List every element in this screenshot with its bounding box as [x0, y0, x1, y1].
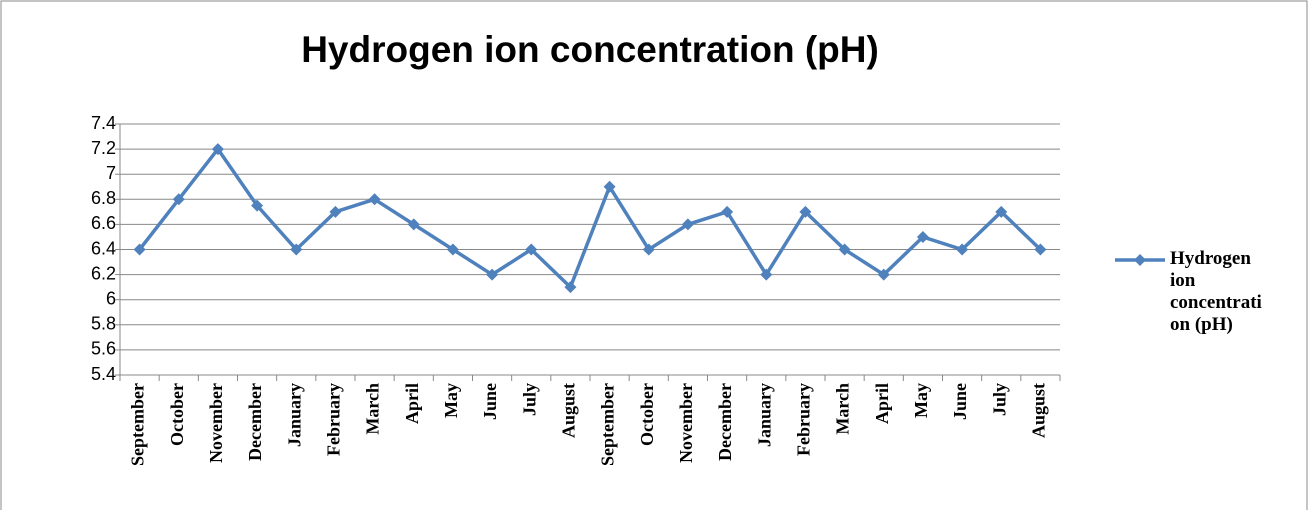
point-marker: [877, 268, 890, 281]
point-marker: [916, 230, 929, 243]
x-tick-label: November: [676, 383, 696, 463]
x-tick-label: March: [833, 383, 853, 435]
x-tick-label: May: [911, 383, 931, 418]
x-tick-label: August: [1029, 383, 1049, 438]
y-tick-label: 6.2: [91, 263, 116, 283]
point-marker: [329, 205, 342, 218]
y-tick-label: 5.8: [91, 314, 116, 334]
point-marker: [721, 205, 734, 218]
legend-marker: [1134, 254, 1146, 266]
point-marker: [642, 243, 655, 256]
y-tick-label: 6.6: [91, 213, 116, 233]
y-tick-label: 6.4: [91, 238, 116, 258]
x-tick-label: January: [284, 383, 304, 447]
point-marker: [290, 243, 303, 256]
y-tick-label: 7: [106, 163, 116, 183]
point-marker: [407, 218, 420, 231]
point-marker: [564, 281, 577, 294]
point-marker: [172, 193, 185, 206]
point-marker: [799, 205, 812, 218]
series-line: [138, 146, 1042, 291]
x-tick-label: September: [598, 383, 618, 466]
point-marker: [368, 193, 381, 206]
x-tick-label: October: [637, 383, 657, 446]
x-tick-label: October: [167, 383, 187, 446]
x-tick-label: February: [794, 383, 814, 456]
point-marker: [995, 205, 1008, 218]
x-tick-label: July: [519, 383, 539, 416]
point-marker: [681, 218, 694, 231]
x-tick-label: June: [480, 383, 500, 420]
chart-title: Hydrogen ion concentration (pH): [301, 29, 879, 70]
y-tick-label: 6: [106, 288, 116, 308]
x-tick-label: June: [950, 383, 970, 420]
point-marker: [1034, 243, 1047, 256]
point-marker: [956, 243, 969, 256]
x-tick-label: December: [245, 383, 265, 461]
point-marker: [133, 243, 146, 256]
x-tick-label: April: [872, 383, 892, 424]
x-tick-label: April: [402, 383, 422, 424]
point-marker: [838, 243, 851, 256]
x-tick-label: January: [754, 383, 774, 447]
x-tick-label: September: [128, 383, 148, 466]
x-tick-label: February: [324, 383, 344, 456]
x-tick-label: July: [989, 383, 1009, 416]
x-tick-label: November: [206, 383, 226, 463]
x-tick-label: August: [559, 383, 579, 438]
point-marker: [603, 180, 616, 193]
y-tick-label: 7.2: [91, 138, 116, 158]
y-tick-label: 5.6: [91, 339, 116, 359]
y-tick-label: 7.4: [91, 113, 116, 133]
point-marker: [251, 199, 264, 212]
point-marker: [486, 268, 499, 281]
point-marker: [446, 243, 459, 256]
x-tick-label: December: [715, 383, 735, 461]
x-tick-label: March: [363, 383, 383, 435]
point-marker: [525, 243, 538, 256]
point-marker: [211, 143, 224, 156]
point-marker: [760, 268, 773, 281]
legend-label: Hydrogen ion concentration (pH): [1170, 248, 1262, 335]
y-tick-label: 6.8: [91, 188, 116, 208]
x-tick-label: May: [441, 383, 461, 418]
y-tick-label: 5.4: [91, 364, 116, 384]
